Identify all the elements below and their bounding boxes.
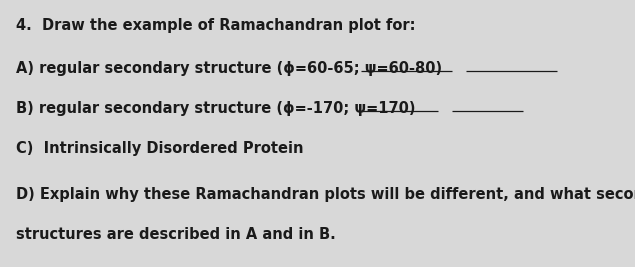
- Text: D) Explain why these Ramachandran plots will be different, and what secondary: D) Explain why these Ramachandran plots …: [16, 187, 635, 202]
- Text: A) regular secondary structure (ϕ=60-65; ψ=60-80): A) regular secondary structure (ϕ=60-65;…: [16, 61, 442, 76]
- Text: B) regular secondary structure (ϕ=-170; ψ=170): B) regular secondary structure (ϕ=-170; …: [16, 101, 415, 116]
- Text: 4.  Draw the example of Ramachandran plot for:: 4. Draw the example of Ramachandran plot…: [16, 18, 415, 33]
- Text: structures are described in A and in B.: structures are described in A and in B.: [16, 227, 336, 242]
- Text: C)  Intrinsically Disordered Protein: C) Intrinsically Disordered Protein: [16, 141, 304, 156]
